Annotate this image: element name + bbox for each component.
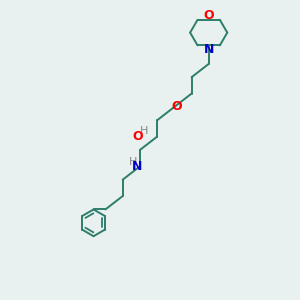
Text: O: O	[171, 100, 182, 112]
Text: O: O	[133, 130, 143, 142]
Text: N: N	[132, 160, 142, 173]
Text: O: O	[203, 9, 214, 22]
Text: H: H	[140, 126, 148, 136]
Text: N: N	[204, 43, 214, 56]
Text: H: H	[129, 157, 137, 167]
